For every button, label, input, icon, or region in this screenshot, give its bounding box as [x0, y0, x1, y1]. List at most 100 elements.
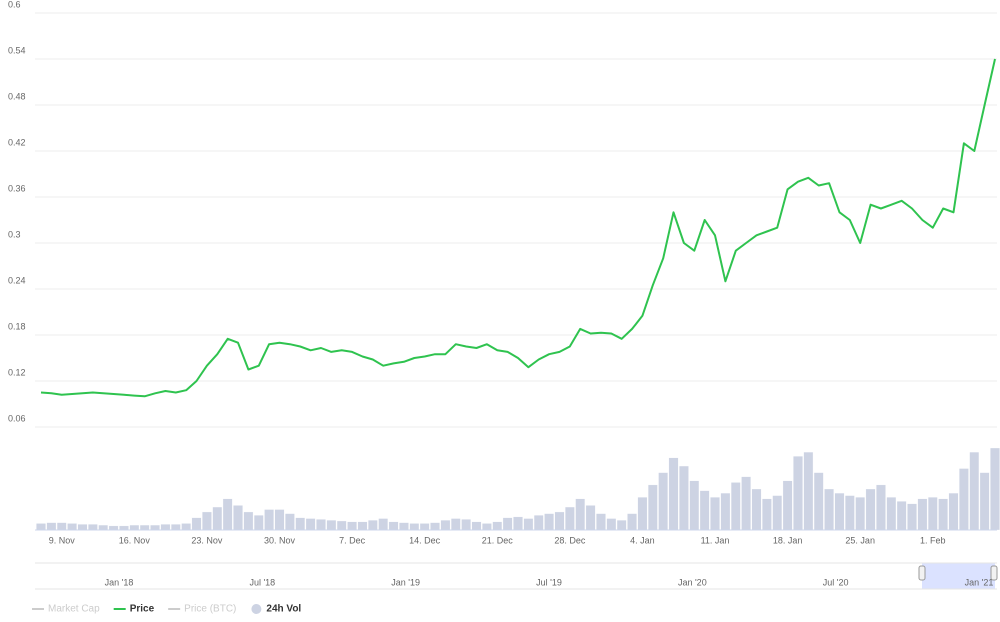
volume-bar — [720, 492, 731, 531]
volume-bar — [948, 492, 959, 531]
volume-bar — [585, 505, 596, 531]
volume-bar — [492, 521, 503, 531]
volume-bar — [751, 488, 762, 531]
y-tick-label: 0.54 — [8, 45, 26, 55]
x-tick-label: 4. Jan — [630, 535, 655, 545]
navigator-label: Jan '18 — [105, 577, 134, 587]
x-tick-label: 14. Dec — [409, 535, 441, 545]
volume-bar — [77, 524, 88, 531]
volume-bar — [461, 519, 471, 531]
volume-bar — [855, 497, 866, 531]
volume-bar — [357, 521, 368, 531]
volume-bar — [336, 520, 347, 531]
volume-bar — [409, 523, 420, 531]
volume-bar — [88, 524, 98, 531]
volume-bar — [202, 511, 212, 531]
volume-bar — [969, 451, 980, 531]
x-tick-label: 21. Dec — [482, 535, 514, 545]
volume-bar — [793, 456, 803, 531]
volume-bar — [959, 468, 969, 531]
volume-bar — [170, 524, 181, 531]
volume-bar — [222, 498, 233, 531]
x-tick-label: 28. Dec — [554, 535, 586, 545]
x-tick-label: 16. Nov — [119, 535, 151, 545]
volume-bar — [896, 501, 907, 531]
y-tick-label: 0.12 — [8, 367, 26, 377]
volume-bar — [36, 523, 46, 531]
x-tick-label: 25. Jan — [845, 535, 875, 545]
navigator-handle[interactable] — [918, 565, 926, 581]
legend-label[interactable]: Price (BTC) — [184, 604, 236, 615]
volume-bar — [523, 518, 534, 531]
navigator-label: Jan '21 — [965, 577, 994, 587]
volume-bar — [917, 498, 928, 531]
x-tick-label: 7. Dec — [339, 535, 366, 545]
volume-bar — [710, 497, 720, 531]
volume-bar — [990, 447, 1000, 531]
volume-bar — [533, 515, 544, 531]
volume-bar — [181, 523, 191, 531]
volume-bar — [347, 521, 357, 531]
volume-bar — [46, 522, 57, 531]
volume-bar — [845, 495, 855, 531]
volume-bar — [471, 521, 482, 531]
volume-bar — [979, 472, 990, 531]
volume-bar — [782, 480, 793, 531]
volume-bar — [119, 525, 129, 531]
navigator-label: Jul '19 — [536, 577, 562, 587]
volume-bar — [513, 516, 523, 531]
navigator-label: Jul '18 — [249, 577, 275, 587]
legend-label[interactable]: 24h Vol — [266, 604, 301, 615]
x-tick-label: 1. Feb — [920, 535, 946, 545]
volume-bar — [575, 498, 586, 531]
navigator-selection[interactable] — [922, 563, 995, 589]
volume-bar — [596, 513, 606, 531]
volume-bar — [824, 488, 834, 531]
volume-bar — [160, 524, 171, 531]
volume-bar — [56, 522, 67, 531]
volume-bar — [430, 522, 440, 531]
x-tick-label: 11. Jan — [701, 535, 730, 545]
volume-bar — [502, 517, 513, 531]
volume-bar — [399, 522, 409, 531]
y-tick-label: 0.36 — [8, 183, 26, 193]
volume-bar — [741, 476, 751, 531]
volume-bar — [295, 517, 306, 531]
volume-bar — [865, 488, 876, 531]
volume-bar — [938, 498, 948, 531]
volume-bar — [274, 509, 285, 531]
y-tick-label: 0.18 — [8, 321, 26, 331]
navigator-label: Jan '20 — [678, 577, 707, 587]
y-tick-label: 0.24 — [8, 275, 26, 285]
x-tick-label: 18. Jan — [773, 535, 803, 545]
volume-bar — [637, 497, 648, 531]
volume-bar — [368, 520, 378, 531]
volume-bar — [689, 480, 700, 531]
volume-bar — [191, 517, 202, 531]
volume-bar — [450, 518, 461, 531]
volume-bar — [813, 472, 824, 531]
volume-bar — [907, 503, 917, 531]
volume-bar — [699, 490, 710, 531]
navigator-label: Jan '19 — [391, 577, 420, 587]
volume-bar — [150, 524, 160, 531]
volume-bar — [544, 513, 554, 531]
price-line — [40, 58, 996, 398]
legend-label[interactable]: Price — [130, 604, 155, 615]
x-tick-label: 9. Nov — [49, 535, 76, 545]
navigator-handle[interactable] — [990, 565, 998, 581]
volume-bar — [305, 518, 316, 531]
volume-bar — [876, 484, 886, 531]
x-tick-label: 30. Nov — [264, 535, 296, 545]
y-tick-label: 0.06 — [8, 413, 26, 423]
volume-bar — [440, 520, 451, 531]
legend-label[interactable]: Market Cap — [48, 604, 100, 615]
volume-bar — [658, 472, 668, 531]
y-tick-label: 0.3 — [8, 229, 21, 239]
volume-bar — [326, 520, 337, 531]
volume-bar — [419, 523, 430, 531]
volume-bar — [67, 523, 77, 531]
volume-bar — [762, 498, 772, 531]
volume-bar — [285, 513, 295, 531]
